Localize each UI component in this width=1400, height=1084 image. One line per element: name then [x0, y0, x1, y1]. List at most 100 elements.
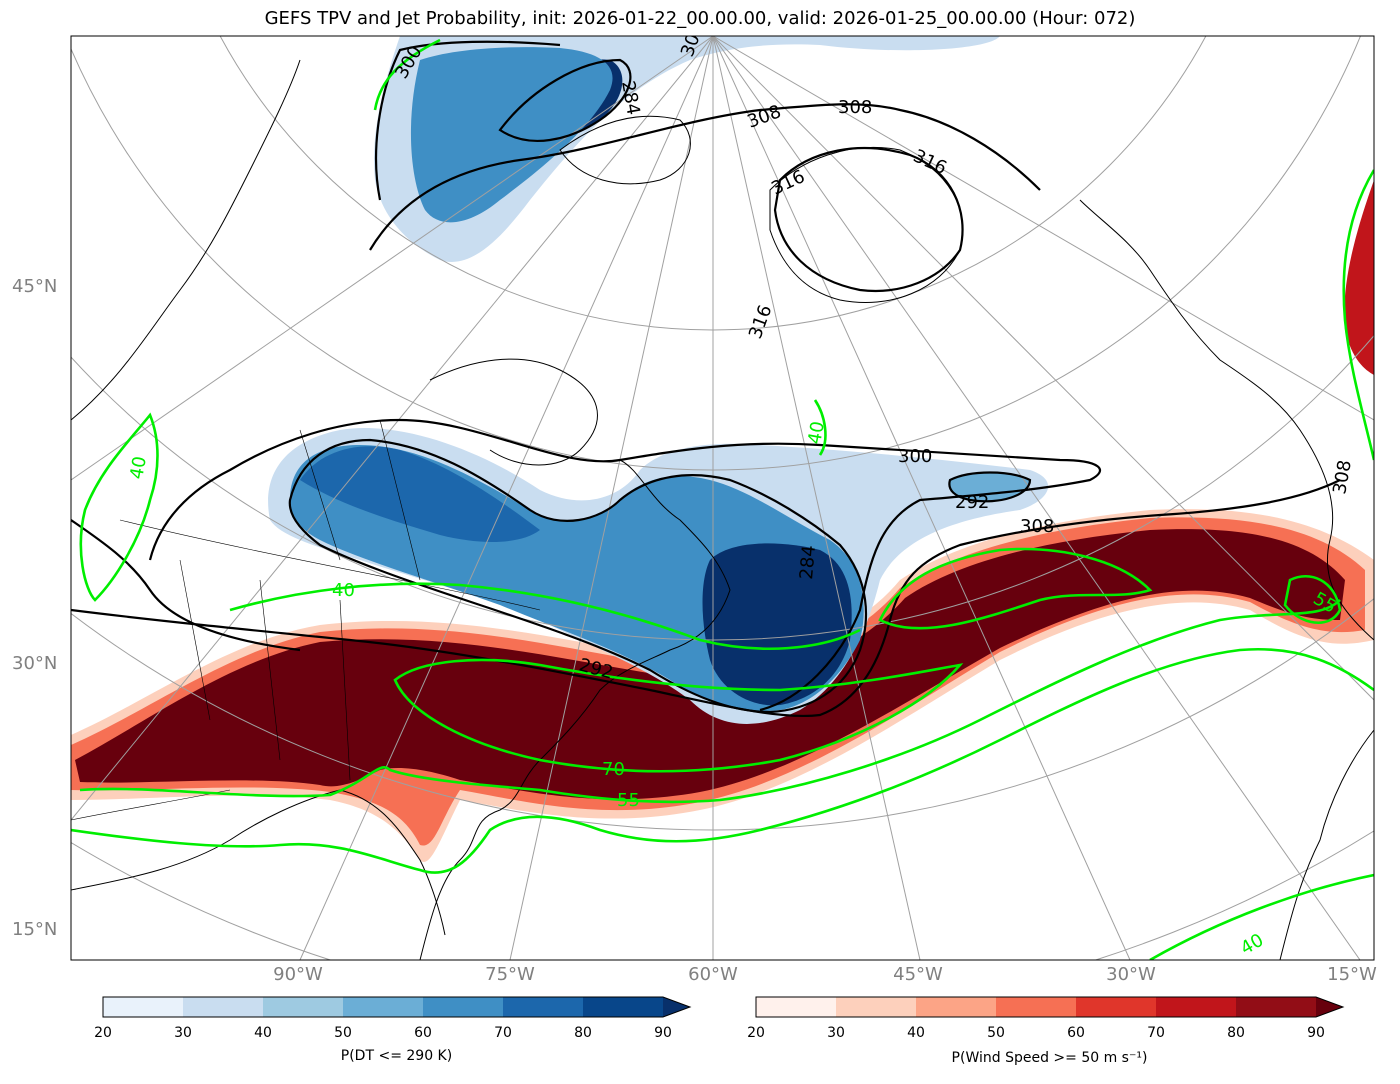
border-us-canada: [119, 519, 541, 611]
coast-europe: [1079, 199, 1374, 641]
cbar-red-tick: 20: [747, 1025, 765, 1041]
jet-colorbar: [755, 996, 1345, 1018]
coast-africa: [1279, 729, 1374, 960]
dt-contours: [71, 40, 1341, 718]
cbar-blue-tick: 80: [574, 1025, 592, 1041]
map-title: GEFS TPV and Jet Probability, init: 2026…: [264, 8, 1136, 29]
cbar-red-tick: 80: [1227, 1025, 1245, 1041]
dt-contour-300-main: [148, 418, 1102, 712]
jet-label: 70: [602, 759, 625, 780]
cbar-red-seg: [836, 997, 916, 1017]
tpv-shading-main-core: [702, 543, 852, 706]
coast-alaska-west: [71, 59, 301, 421]
tpv-colorbar: [102, 996, 692, 1018]
lon-label-60w: 60°W: [688, 964, 738, 985]
cbar-red-seg: [756, 997, 836, 1017]
jet-contour-40-east: [1342, 169, 1374, 461]
cbar-red-seg: [996, 997, 1076, 1017]
coast-arctic-islands: [559, 115, 691, 185]
dt-label: 284: [796, 544, 820, 580]
meridian-45w: [712, 36, 921, 960]
dt-label: 292: [955, 492, 989, 513]
cbar-blue-tick: 40: [254, 1025, 272, 1041]
cbar-red-tick: 90: [1307, 1025, 1325, 1041]
cbar-blue-outline: [102, 996, 692, 1018]
coast-north-america-east: [419, 459, 731, 960]
jet-shading-east-edge: [1344, 180, 1374, 375]
cbar-blue-tick: 60: [414, 1025, 432, 1041]
lon-label-30w: 30°W: [1106, 964, 1156, 985]
cbar-blue-seg: [503, 997, 583, 1017]
cbar-blue-seg: [423, 997, 503, 1017]
lat-label-45n: 45°N: [12, 276, 58, 297]
border-states-3: [339, 599, 351, 781]
cbar-blue-tick: 30: [174, 1025, 192, 1041]
jet-contour-40-mid: [813, 399, 827, 456]
cbar-red-tick: 70: [1147, 1025, 1165, 1041]
coast-hudson-bay: [429, 358, 598, 466]
lon-label-75w: 75°W: [485, 964, 535, 985]
map-area: 284 300 308 308 316 316 316 300 292 308 …: [71, 31, 1374, 960]
cbar-blue-tick: 20: [94, 1025, 112, 1041]
dt-contour-308-arc: [369, 103, 1041, 251]
cbar-red-tick: 40: [907, 1025, 925, 1041]
cbar-blue-seg: [263, 997, 343, 1017]
cbar-red-seg: [1236, 997, 1316, 1017]
meridian-15w: [712, 36, 1361, 960]
cbar-blue-seg: [103, 997, 183, 1017]
lon-label-90w: 90°W: [273, 964, 323, 985]
lat-label-15n: 15°N: [12, 919, 58, 940]
jet-label: 40: [332, 580, 355, 601]
jet-shading-core: [75, 529, 1345, 800]
meridian-15e: [712, 36, 1374, 421]
lon-label-15w: 15°W: [1327, 964, 1377, 985]
meridian-30w: [712, 36, 1131, 960]
dt-label: 300: [898, 446, 932, 467]
border-canada-provinces: [299, 419, 421, 581]
jet-contour-40-west: [79, 412, 159, 602]
cbar-blue-seg: [583, 997, 663, 1017]
dt-contour-308-main: [71, 479, 1341, 718]
dt-label: 308: [838, 97, 872, 118]
jet-contour-55-europe: [1283, 574, 1342, 625]
cbar-red-extend: [1316, 997, 1343, 1017]
cbar-blue-tick: 70: [494, 1025, 512, 1041]
cbar-blue-seg: [343, 997, 423, 1017]
cbar-red-tick: 60: [1067, 1025, 1085, 1041]
jet-contour-40-arctic: [373, 38, 441, 111]
tpv-shading-north-mid: [410, 47, 613, 223]
graticule: [71, 36, 1374, 960]
dt-contour-284-north: [498, 58, 632, 142]
dt-contour-292-main: [288, 438, 868, 714]
cbar-blue-title: P(DT <= 290 K): [340, 1048, 453, 1064]
meridian-120w: [71, 36, 714, 481]
jet-contour-40-north: [229, 582, 861, 651]
cbar-blue-extend: [663, 997, 690, 1017]
cbar-blue-tick: 50: [334, 1025, 352, 1041]
border-states-2: [259, 579, 281, 761]
cbar-red-seg: [1076, 997, 1156, 1017]
map-frame: [70, 35, 1375, 961]
lat-label-30n: 30°N: [12, 653, 58, 674]
tpv-shading-west-core: [300, 446, 540, 542]
cbar-red-tick: 30: [827, 1025, 845, 1041]
jet-contour-40-main: [71, 647, 1374, 874]
cbar-red-title: P(Wind Speed >= 50 m s⁻¹): [951, 1050, 1148, 1066]
meridian-105w: [71, 36, 714, 821]
dt-contour-308-west: [71, 519, 301, 652]
cbar-red-outline: [755, 996, 1345, 1018]
cbar-red-seg: [916, 997, 996, 1017]
tpv-shading-east-lobe: [949, 472, 1030, 502]
cbar-blue-seg: [183, 997, 263, 1017]
lon-label-45w: 45°W: [893, 964, 943, 985]
cbar-blue-tick: 90: [654, 1025, 672, 1041]
dt-contour-292-east: [948, 471, 1032, 503]
dt-contour-300-north: [375, 40, 561, 201]
cbar-red-seg: [1156, 997, 1236, 1017]
dt-label: 30: [677, 31, 705, 60]
borders: [71, 419, 541, 821]
meridian-75w: [509, 36, 714, 960]
jet-label: 55: [617, 790, 640, 811]
jet-contour-40-southeast: [1149, 873, 1374, 960]
